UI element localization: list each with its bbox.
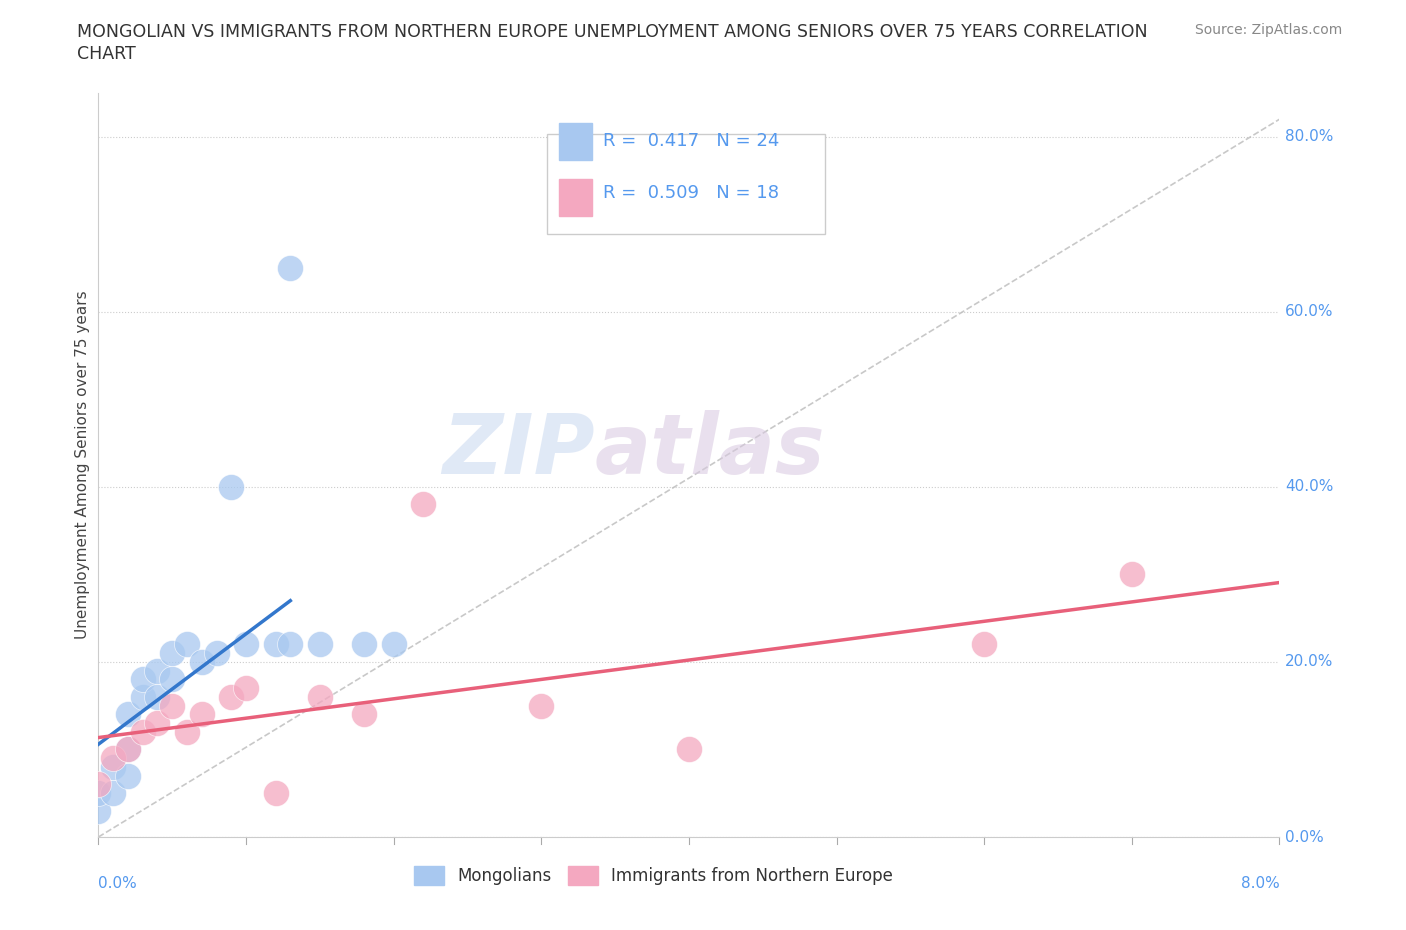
FancyBboxPatch shape [547,134,825,234]
Point [132,724,155,739]
Point [162,645,183,660]
Point [678,742,700,757]
Point [176,724,198,739]
Text: ZIP: ZIP [441,409,595,491]
Point [117,742,139,757]
Point [280,260,302,275]
Point [103,760,125,775]
Bar [560,179,592,216]
Point [280,637,302,652]
Point [309,637,332,652]
Point [87,786,110,801]
Point [146,663,169,678]
Point [117,768,139,783]
Point [146,716,169,731]
Point [176,637,198,652]
Text: R =  0.417   N = 24: R = 0.417 N = 24 [603,132,779,151]
Point [221,480,243,495]
Text: 0.0%: 0.0% [98,876,138,891]
Point [103,751,125,765]
Bar [560,123,592,160]
Point [221,689,243,704]
Text: R =  0.509   N = 18: R = 0.509 N = 18 [603,184,779,203]
Text: 8.0%: 8.0% [1240,876,1279,891]
Point [264,637,287,652]
Point [162,672,183,687]
Point [162,698,183,713]
Point [235,681,257,696]
Point [132,689,155,704]
Y-axis label: Unemployment Among Seniors over 75 years: Unemployment Among Seniors over 75 years [75,291,90,639]
Point [191,707,214,722]
Point [132,672,155,687]
Point [1121,567,1143,582]
Text: atlas: atlas [595,409,825,491]
Point [353,637,375,652]
Text: MONGOLIAN VS IMMIGRANTS FROM NORTHERN EUROPE UNEMPLOYMENT AMONG SENIORS OVER 75 : MONGOLIAN VS IMMIGRANTS FROM NORTHERN EU… [77,23,1147,41]
Point [353,707,375,722]
Point [235,637,257,652]
Point [146,689,169,704]
Legend: Mongolians, Immigrants from Northern Europe: Mongolians, Immigrants from Northern Eur… [408,859,900,892]
Point [117,742,139,757]
Text: 40.0%: 40.0% [1285,479,1334,495]
Point [117,707,139,722]
Text: 0.0%: 0.0% [1285,830,1324,844]
Point [382,637,405,652]
Point [87,804,110,818]
Text: CHART: CHART [77,45,136,62]
Point [530,698,553,713]
Text: 20.0%: 20.0% [1285,655,1334,670]
Point [309,689,332,704]
Point [412,497,434,512]
Point [87,777,110,792]
Text: 80.0%: 80.0% [1285,129,1334,144]
Point [103,786,125,801]
Point [973,637,995,652]
Point [191,655,214,670]
Text: 60.0%: 60.0% [1285,304,1334,319]
Point [264,786,287,801]
Text: Source: ZipAtlas.com: Source: ZipAtlas.com [1195,23,1343,37]
Point [205,645,228,660]
